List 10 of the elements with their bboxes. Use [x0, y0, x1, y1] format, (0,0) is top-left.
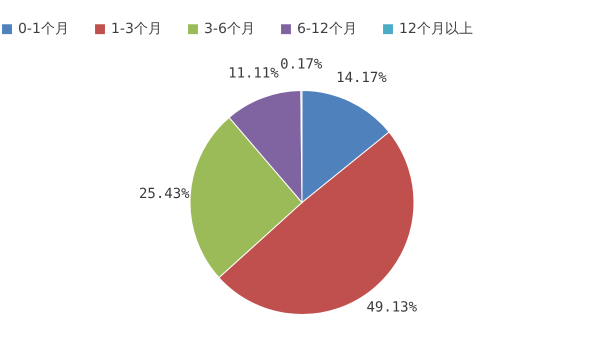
legend-label: 12个月以上	[399, 21, 473, 38]
legend-label: 6-12个月	[297, 21, 357, 38]
legend-label: 3-6个月	[204, 21, 255, 38]
data-label: 49.13%	[366, 299, 418, 316]
data-label: 0.17%	[280, 56, 323, 72]
legend-label: 1-3个月	[111, 21, 162, 38]
legend-label: 0-1个月	[18, 21, 69, 38]
data-label: 14.17%	[336, 70, 388, 86]
data-label: 25.43%	[138, 186, 190, 202]
data-label: 11.11%	[228, 65, 280, 82]
